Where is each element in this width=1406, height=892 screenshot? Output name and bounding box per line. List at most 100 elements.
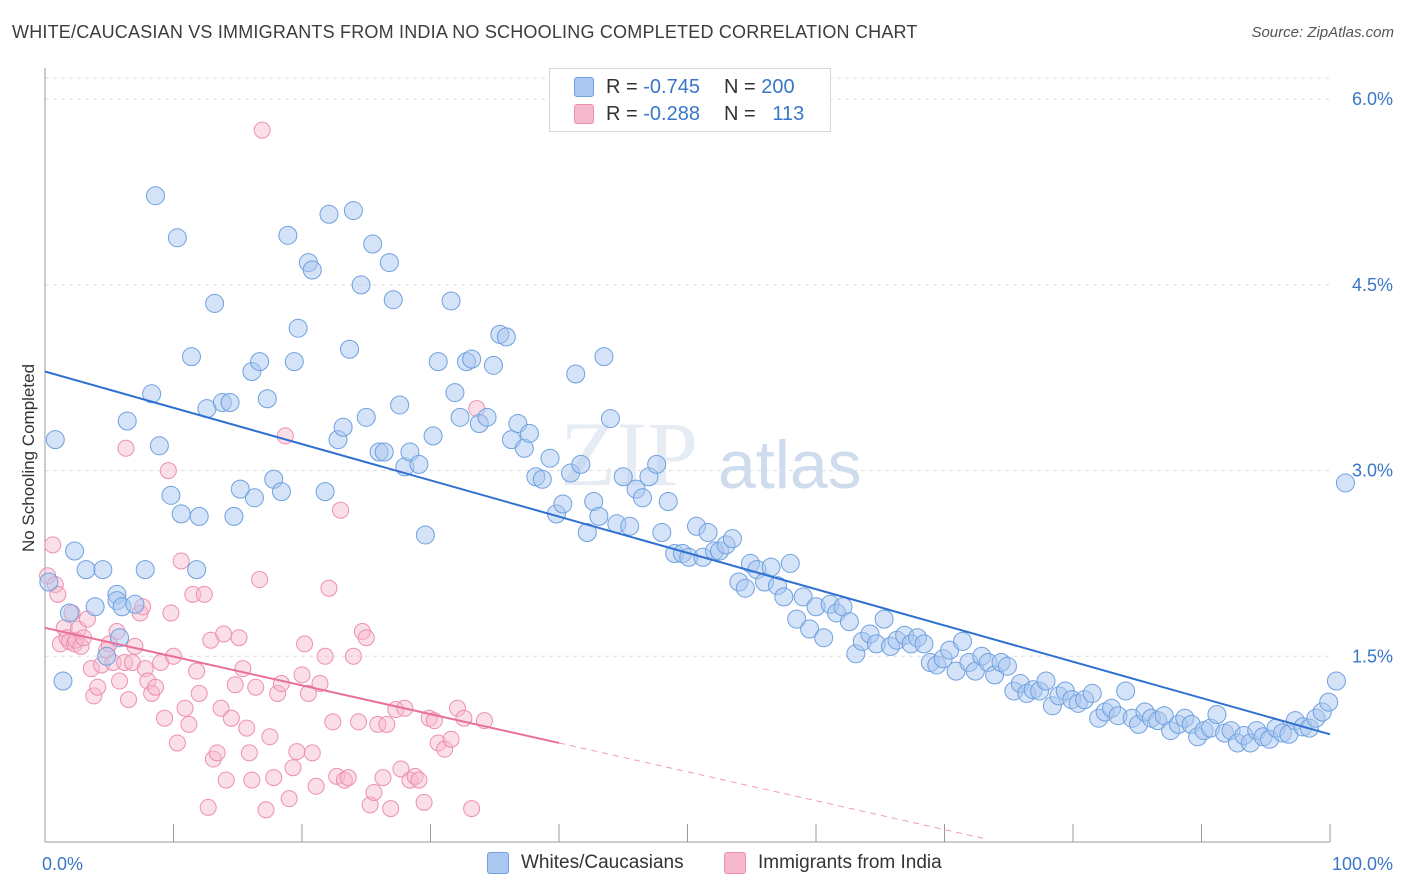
data-point-white xyxy=(445,383,465,403)
data-point-white xyxy=(540,448,560,468)
data-point-india xyxy=(269,684,287,702)
data-point-india xyxy=(293,666,311,684)
data-point-white xyxy=(135,560,155,580)
data-point-white xyxy=(189,506,209,526)
data-point-white xyxy=(319,204,339,224)
data-point-white xyxy=(288,318,308,338)
data-point-white xyxy=(244,488,264,508)
data-point-white xyxy=(117,411,137,431)
data-point-india xyxy=(410,771,428,789)
data-point-india xyxy=(365,783,383,801)
data-point-white xyxy=(613,467,633,487)
axes xyxy=(44,68,1331,843)
data-point-india xyxy=(284,759,302,777)
data-point-india xyxy=(251,571,269,589)
bottom-legend-swatch-blue xyxy=(487,852,509,874)
data-point-white xyxy=(315,482,335,502)
data-point-india xyxy=(226,676,244,694)
data-point-white xyxy=(250,352,270,372)
data-point-india xyxy=(415,793,433,811)
data-point-india xyxy=(120,691,138,709)
chart-title: WHITE/CAUCASIAN VS IMMIGRANTS FROM INDIA… xyxy=(12,22,918,42)
data-point-india xyxy=(257,801,275,819)
trendlines xyxy=(44,370,1331,839)
data-point-white xyxy=(205,293,225,313)
legend-n-label: N = xyxy=(723,102,756,125)
data-point-white xyxy=(600,409,620,429)
data-point-white xyxy=(787,609,807,629)
data-point-india xyxy=(238,719,256,737)
data-point-white xyxy=(647,454,667,474)
data-point-white xyxy=(93,560,113,580)
data-point-india xyxy=(324,713,342,731)
data-point-white xyxy=(97,646,117,666)
data-point-india xyxy=(89,678,107,696)
data-point-india xyxy=(332,501,350,519)
trendline-whites xyxy=(44,370,1331,736)
data-point-india xyxy=(188,662,206,680)
data-point-india xyxy=(392,760,410,778)
data-point-white xyxy=(1319,692,1339,712)
x-tick-label-min: 0.0% xyxy=(42,854,83,874)
legend-r-value: -0.745 xyxy=(643,75,700,98)
data-point-india xyxy=(378,715,396,733)
data-point-white xyxy=(952,631,972,651)
y-tick-label: 6.0% xyxy=(1352,89,1393,109)
data-point-white xyxy=(477,407,497,427)
data-point-india xyxy=(303,744,321,762)
data-point-white xyxy=(340,339,360,359)
data-point-white xyxy=(333,417,353,437)
data-point-india xyxy=(296,635,314,653)
data-point-india xyxy=(344,647,362,665)
bottom-legend-label: Immigrants from India xyxy=(758,852,942,873)
data-point-white xyxy=(284,352,304,372)
trendline-india-extension xyxy=(558,742,984,839)
data-point-india xyxy=(240,744,258,762)
data-point-india xyxy=(111,672,129,690)
data-point-white xyxy=(1082,683,1102,703)
data-point-india xyxy=(307,777,325,795)
data-point-white xyxy=(351,275,371,295)
data-point-white xyxy=(257,389,277,409)
legend-row-whites: R = -0.745 N = 200 xyxy=(574,75,795,99)
data-point-india xyxy=(382,800,400,818)
data-point-india xyxy=(117,439,135,457)
data-point-white xyxy=(125,594,145,614)
bottom-legend-india: Immigrants from India xyxy=(724,852,942,874)
bottom-legend-whites: Whites/Caucasians xyxy=(487,852,684,874)
data-point-india xyxy=(253,121,271,139)
data-point-white xyxy=(383,290,403,310)
data-point-white xyxy=(722,529,742,549)
data-point-white xyxy=(553,494,573,514)
data-point-india xyxy=(162,604,180,622)
data-point-white xyxy=(800,619,820,639)
bottom-legend-swatch-pink xyxy=(724,852,746,874)
data-point-white xyxy=(1036,671,1056,691)
data-point-india xyxy=(280,790,298,808)
data-point-india xyxy=(316,647,334,665)
data-point-white xyxy=(146,186,166,206)
data-point-india xyxy=(222,709,240,727)
data-point-white xyxy=(633,488,653,508)
data-point-white xyxy=(343,201,363,221)
data-point-white xyxy=(53,671,73,691)
data-point-india xyxy=(180,715,198,733)
y-tick-label: 3.0% xyxy=(1352,461,1393,481)
watermark-atlas: atlas xyxy=(718,427,862,503)
data-point-india xyxy=(265,769,283,787)
source-credit: Source: ZipAtlas.com xyxy=(1251,24,1394,41)
data-point-white xyxy=(483,355,503,375)
data-point-india xyxy=(190,684,208,702)
data-point-white xyxy=(1335,473,1355,493)
data-point-india xyxy=(230,629,248,647)
data-point-white xyxy=(496,327,516,347)
data-point-india xyxy=(369,715,387,733)
data-point-india xyxy=(44,536,62,554)
data-point-white xyxy=(161,485,181,505)
data-point-white xyxy=(85,597,105,617)
data-point-white xyxy=(577,522,597,542)
data-point-white xyxy=(589,506,609,526)
data-point-white xyxy=(302,260,322,280)
data-point-white xyxy=(620,516,640,536)
data-point-india xyxy=(288,743,306,761)
